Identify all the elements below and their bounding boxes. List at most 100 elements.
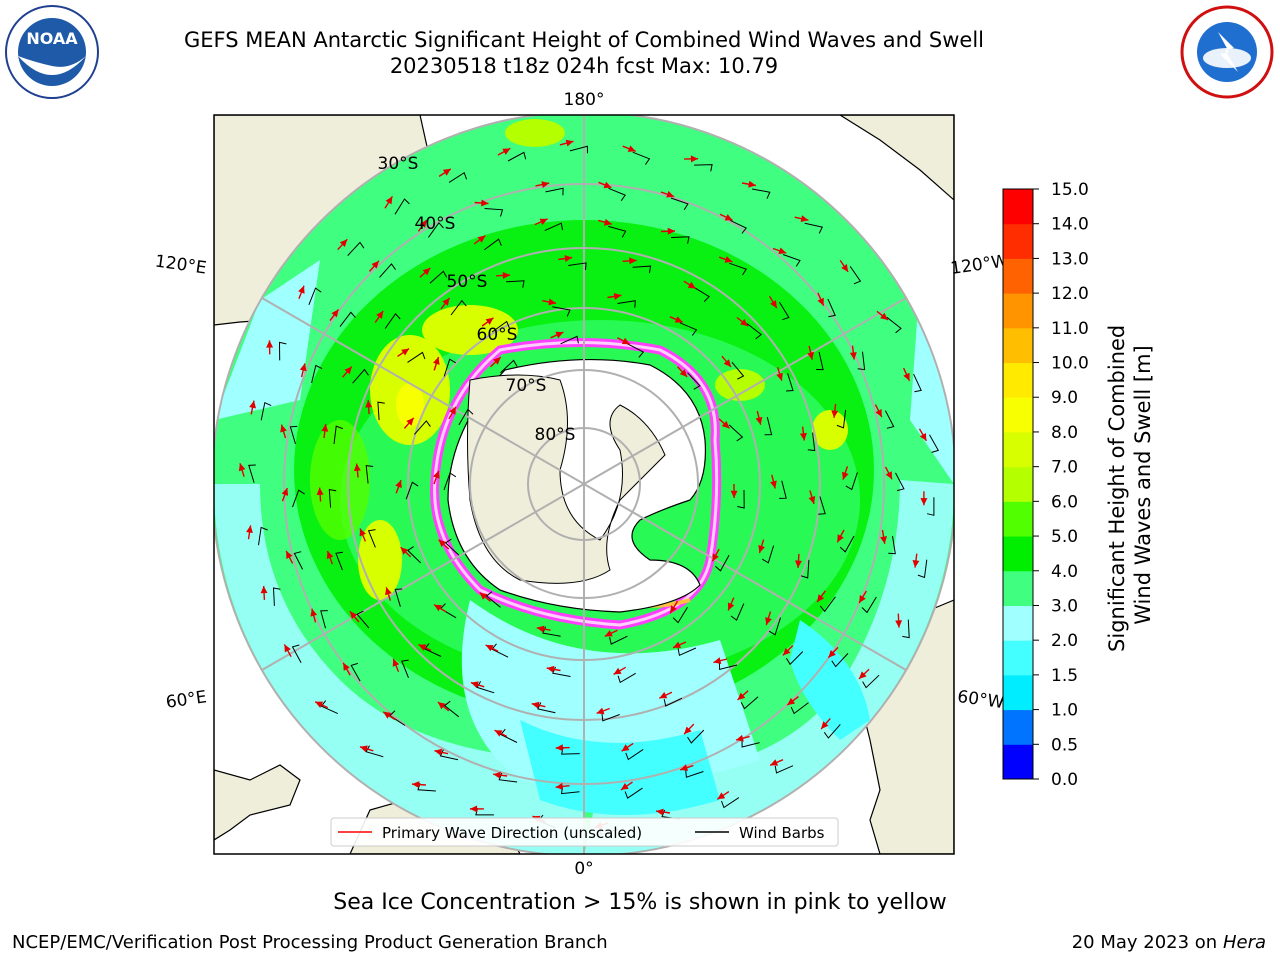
wave-arrowhead	[912, 560, 920, 568]
wind-barb	[320, 610, 328, 629]
wave-arrowhead	[727, 602, 735, 611]
lon-label-120e: 120°E	[154, 252, 208, 279]
wave-arrowhead	[541, 181, 550, 188]
lon-label-60w: 60°W	[956, 687, 1005, 713]
wind-barb	[663, 697, 683, 707]
wind-barb	[895, 472, 905, 492]
footer-date: 20 May 2023 on Hera	[1071, 932, 1266, 953]
lat-label-50s: 50°S	[447, 272, 488, 292]
wave-arrowhead	[674, 316, 683, 323]
wave-arrowhead	[385, 587, 392, 596]
wind-barb	[507, 151, 527, 162]
wave-arrowhead	[621, 337, 630, 345]
wind-barb	[407, 351, 426, 363]
wind-barb	[625, 748, 644, 761]
wave-arrowhead	[795, 560, 802, 568]
wave-arrowhead	[880, 312, 888, 320]
wave-arrowhead	[782, 647, 791, 656]
wave-arrowhead	[406, 417, 414, 426]
wave-arrowhead	[481, 199, 489, 207]
wave-arrowhead	[603, 181, 612, 189]
wind-barb	[560, 335, 579, 345]
wave-arrowhead	[604, 630, 613, 637]
colorbar-tick-label: 2.0	[1051, 631, 1078, 651]
wave-arrowhead	[434, 748, 443, 756]
wind-barb	[714, 554, 730, 572]
wave-arrowhead	[730, 490, 738, 498]
wave-arrowhead	[281, 488, 289, 496]
wind-barb	[823, 724, 841, 739]
colorbar-bin	[1003, 466, 1033, 502]
wave-arrowhead	[620, 783, 629, 790]
wind-barb	[367, 529, 376, 548]
wave-arrowhead	[400, 547, 409, 555]
wind-barb	[500, 359, 518, 374]
wind-barb	[731, 361, 745, 380]
wave-arrowhead	[548, 298, 557, 306]
lat-label-40s: 40°S	[415, 214, 456, 234]
wind-barb	[506, 280, 525, 288]
wind-barb	[248, 464, 256, 483]
wind-barb	[804, 222, 824, 234]
colorbar-tick-label: 10.0	[1051, 354, 1089, 374]
wind-barb	[902, 619, 910, 639]
wind-barb	[768, 617, 781, 636]
wave-arrowhead	[433, 357, 440, 365]
wave-arrowhead	[385, 196, 393, 205]
wave-arrowhead	[470, 681, 479, 689]
wave-arrowhead	[831, 410, 839, 418]
colorbar-tick-label: 11.0	[1051, 319, 1089, 339]
wind-barb	[429, 270, 448, 284]
wave-arrowhead	[808, 496, 816, 504]
wind-barb	[857, 351, 866, 371]
wind-barb	[537, 702, 556, 714]
wind-barb	[693, 286, 710, 302]
wave-arrowhead	[438, 539, 447, 547]
lat-label-30s: 30°S	[378, 154, 419, 174]
wind-barb	[483, 238, 502, 251]
wind-barb	[782, 254, 801, 267]
wind-barb	[790, 702, 809, 715]
wind-barb	[685, 770, 704, 778]
graticule	[214, 115, 954, 854]
wind-barb	[394, 198, 410, 215]
wave-arrowhead	[717, 792, 726, 800]
wind-barb	[729, 262, 747, 276]
colorbar-bin	[1003, 570, 1033, 606]
colorbar-bin	[1003, 397, 1033, 433]
colorbar-tick-label: 0.0	[1051, 770, 1078, 790]
wave-arrowhead	[787, 697, 796, 706]
wind-barb	[849, 266, 862, 285]
wave-arrowhead	[724, 256, 733, 263]
wave-arrowhead	[895, 620, 903, 628]
wind-barb	[752, 188, 771, 199]
wave-arrowhead	[800, 215, 809, 222]
colorbar-tick-label: 1.0	[1051, 701, 1078, 721]
wave-arrowhead	[565, 139, 574, 147]
colorbar-border	[1002, 188, 1034, 780]
chart-subtitle: 20230518 t18z 024h fcst Max: 10.79	[389, 54, 779, 78]
wind-barb	[608, 187, 626, 202]
wave-arrowhead	[238, 463, 246, 472]
wind-barb	[414, 420, 431, 435]
wave-arrowhead	[596, 707, 605, 715]
wind-barb	[484, 208, 504, 217]
wind-barb	[365, 745, 384, 758]
wave-arrowhead	[687, 281, 696, 289]
wave-arrowhead	[442, 168, 451, 176]
wave-arrowhead	[437, 702, 446, 710]
wind-barb	[728, 424, 744, 442]
wind-barb	[816, 351, 824, 371]
wave-arrowhead	[828, 650, 836, 658]
wind-barb	[491, 320, 510, 333]
wind-barb	[624, 787, 643, 799]
legend-wind-label: Wind Barbs	[739, 824, 825, 842]
wave-arrowhead	[401, 348, 410, 356]
wave-arrowhead	[770, 300, 777, 309]
lat-label-60s: 60°S	[477, 325, 518, 345]
wind-barb	[694, 164, 713, 172]
wave-arrowhead	[392, 658, 400, 667]
wind-barb	[424, 643, 442, 657]
wave-arrowhead	[885, 471, 892, 480]
